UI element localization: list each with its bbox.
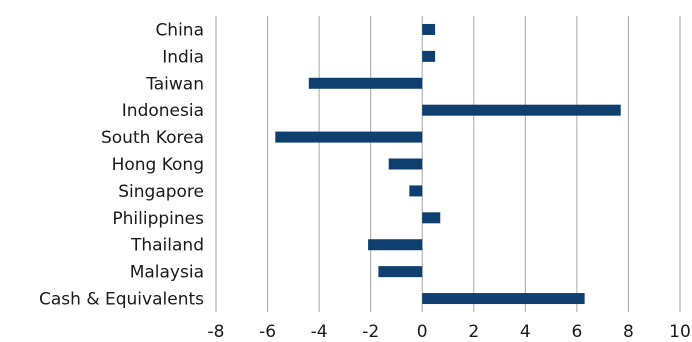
x-tick-label: 4 [520, 322, 531, 342]
x-tick-label: -6 [259, 322, 276, 342]
bar [378, 266, 423, 278]
category-label: Indonesia [122, 101, 204, 121]
category-label: Taiwan [145, 74, 204, 94]
x-tick-label: 10 [669, 322, 691, 342]
bar [409, 185, 423, 197]
bar [422, 23, 436, 35]
category-label: Malaysia [130, 263, 204, 283]
x-tick-label: -2 [362, 322, 379, 342]
bar [422, 50, 436, 62]
bar [368, 239, 423, 251]
bars [275, 23, 621, 305]
category-labels: China India Taiwan Indonesia South Korea Hong… [39, 20, 204, 309]
x-tick-label: -4 [311, 322, 328, 342]
category-label: Cash & Equivalents [39, 290, 204, 310]
x-tick-label: 8 [623, 322, 634, 342]
category-label: Philippines [112, 209, 204, 229]
x-tick-label: 2 [468, 322, 479, 342]
category-label: Thailand [130, 236, 204, 256]
x-tick-label: 6 [571, 322, 582, 342]
x-tick-labels: -8 -6 -4 -2 0 2 4 6 8 10 [208, 322, 691, 342]
x-tick-label: 0 [417, 322, 428, 342]
category-label: India [162, 47, 204, 67]
bar [388, 158, 423, 170]
category-label: China [155, 20, 204, 40]
bar [422, 212, 441, 224]
bar [275, 131, 423, 143]
bar [308, 77, 423, 89]
category-label: Singapore [118, 182, 204, 202]
bar [422, 293, 585, 305]
category-label: South Korea [101, 128, 204, 148]
gridlines [215, 16, 681, 312]
x-tick-label: -8 [208, 322, 225, 342]
category-label: Hong Kong [112, 155, 204, 175]
bar [422, 104, 621, 116]
